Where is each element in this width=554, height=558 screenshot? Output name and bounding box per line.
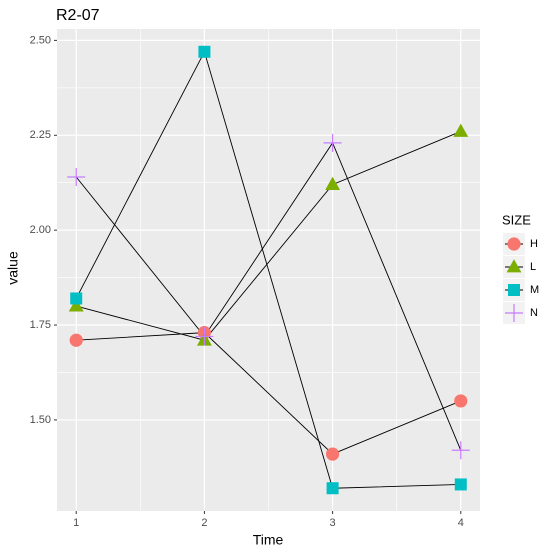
legend-label: L xyxy=(530,261,536,273)
series-line xyxy=(75,141,462,451)
point xyxy=(508,284,520,296)
point xyxy=(453,123,469,137)
point xyxy=(70,292,83,305)
legend-label: H xyxy=(530,238,538,250)
x-tick-label: 3 xyxy=(330,517,336,529)
point xyxy=(323,133,342,152)
point xyxy=(68,298,84,312)
y-axis-title: value xyxy=(5,251,21,285)
point xyxy=(454,394,468,408)
series-line xyxy=(75,50,461,489)
y-tick-label: 2.50 xyxy=(30,34,51,46)
x-tick-label: 1 xyxy=(73,517,79,529)
y-tick-label: 1.75 xyxy=(30,319,51,331)
point xyxy=(325,447,340,461)
point xyxy=(451,441,470,460)
point xyxy=(67,168,86,187)
point xyxy=(69,333,83,347)
x-axis-title: Time xyxy=(253,532,284,548)
y-tick-label: 1.50 xyxy=(30,414,51,426)
legend-label: M xyxy=(530,284,539,296)
legend-label: N xyxy=(530,307,538,319)
series-line xyxy=(76,332,461,455)
y-tick-label: 2.25 xyxy=(30,129,51,141)
point xyxy=(507,237,521,251)
legend-title: SIZE xyxy=(502,212,531,227)
point xyxy=(505,304,523,322)
x-tick-label: 2 xyxy=(201,517,207,529)
series-line xyxy=(76,131,461,341)
point xyxy=(325,176,341,191)
y-tick-label: 2.00 xyxy=(30,224,51,236)
x-tick-label: 4 xyxy=(458,517,464,529)
point xyxy=(198,45,211,58)
point xyxy=(326,482,339,495)
chart-title: R2-07 xyxy=(56,7,100,24)
point xyxy=(506,259,522,273)
point xyxy=(195,327,214,346)
point xyxy=(454,478,467,491)
